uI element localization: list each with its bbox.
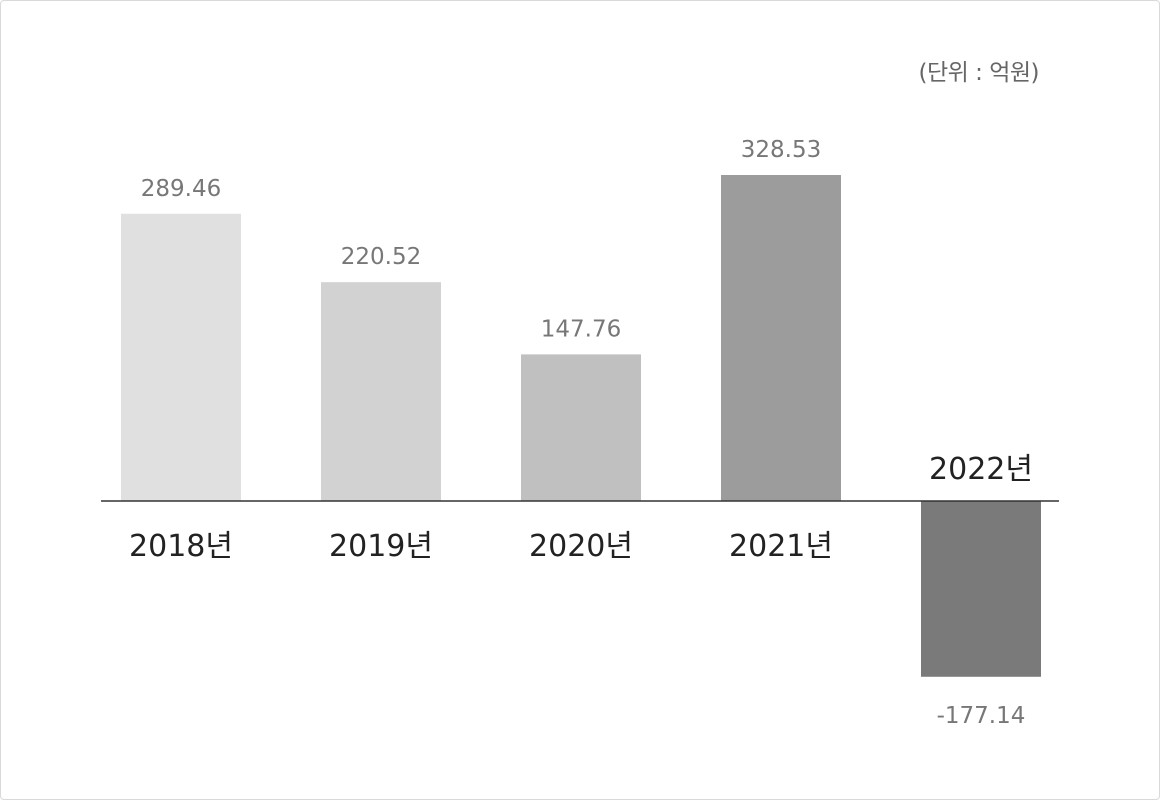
value-label-1: 220.52 (341, 244, 421, 270)
bar-4 (921, 501, 1041, 677)
value-label-3: 328.53 (741, 137, 821, 163)
value-label-4: -177.14 (937, 703, 1026, 729)
category-label-3: 2021년 (729, 529, 833, 564)
unit-label: (단위 : 억원) (918, 60, 1040, 86)
bar-3 (721, 175, 841, 501)
bar-2 (521, 354, 641, 501)
value-label-0: 289.46 (141, 176, 221, 202)
category-label-4: 2022년 (929, 452, 1033, 487)
category-label-2: 2020년 (529, 529, 633, 564)
category-label-0: 2018년 (129, 529, 233, 564)
bar-1 (321, 282, 441, 501)
value-label-2: 147.76 (541, 316, 621, 342)
bar-0 (121, 213, 241, 502)
category-label-1: 2019년 (329, 529, 433, 564)
